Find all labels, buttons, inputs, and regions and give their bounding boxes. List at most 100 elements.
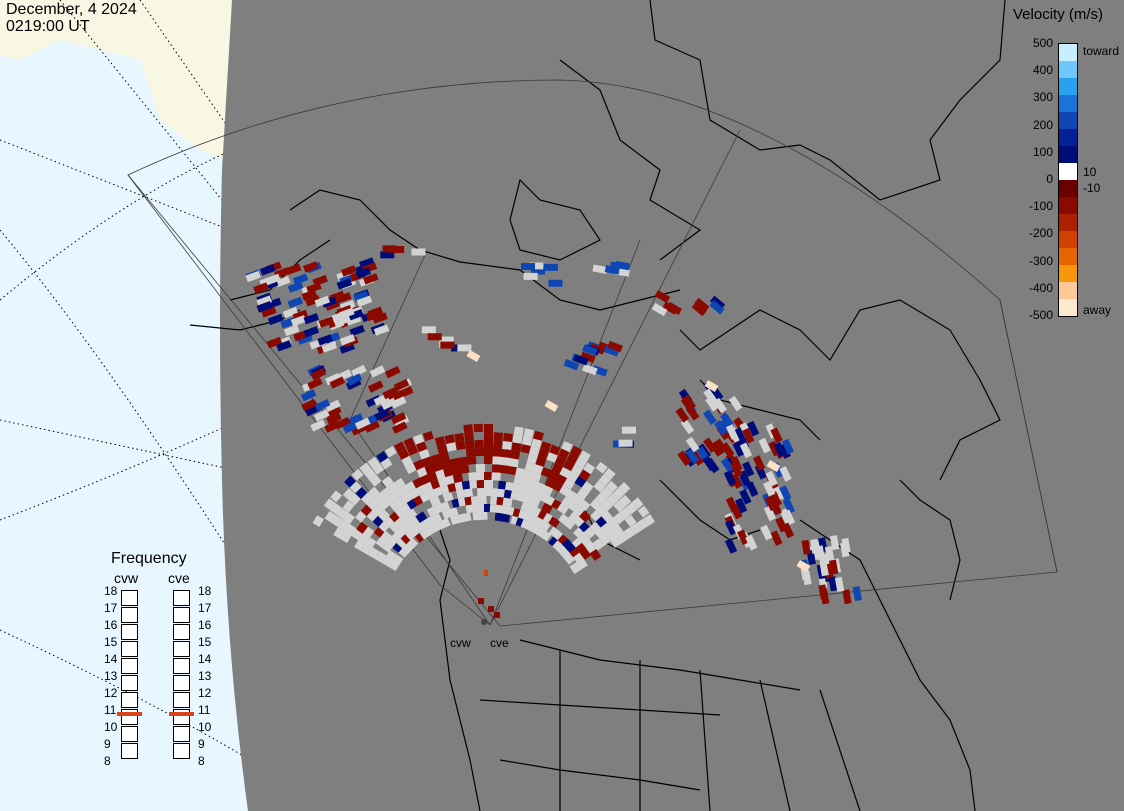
velocity-cell: [372, 462, 385, 475]
frequency-cell: [173, 743, 190, 759]
velocity-cell: [764, 495, 778, 512]
velocity-cell: [415, 511, 428, 524]
frequency-cell: [121, 726, 138, 742]
velocity-cell: [346, 373, 363, 386]
velocity-cell: [477, 495, 487, 505]
velocity-cell: [474, 439, 484, 449]
velocity-cell: [576, 487, 589, 500]
velocity-cell: [742, 427, 755, 444]
velocity-cell: [562, 459, 575, 472]
velocity-cell: [245, 270, 261, 283]
velocity-cell: [604, 265, 620, 275]
velocity-cell: [540, 467, 552, 478]
velocity-cell: [461, 512, 472, 523]
velocity-cell: [746, 481, 759, 497]
velocity-cell: [321, 341, 338, 353]
fov-outlines: [127, 79, 1058, 627]
velocity-cell: [567, 471, 579, 483]
velocity-cell: [781, 438, 795, 455]
frequency-scale-label: 9: [198, 737, 205, 751]
velocity-cell: [403, 437, 415, 449]
velocity-cell: [391, 421, 408, 434]
velocity-cell: [267, 313, 284, 326]
colorbar-tick-label: 100: [1032, 144, 1053, 159]
velocity-cell: [685, 436, 700, 453]
velocity-cell: [342, 421, 359, 434]
velocity-cell: [326, 412, 342, 425]
velocity-cell: [394, 441, 406, 453]
velocity-cell: [563, 358, 580, 371]
velocity-cell: [459, 464, 470, 474]
velocity-cell: [724, 538, 738, 554]
velocity-cell: [625, 502, 638, 515]
velocity-cell: [415, 441, 428, 453]
velocity-cell: [380, 457, 393, 470]
frequency-marker-cve: [169, 711, 194, 716]
velocity-cell: [582, 344, 598, 356]
velocity-cell: [421, 456, 433, 468]
velocity-cell: [493, 440, 503, 449]
frequency-scale-label: 9: [104, 737, 111, 751]
velocity-cell: [782, 498, 796, 514]
velocity-cell: [529, 446, 540, 457]
velocity-cell: [579, 510, 592, 523]
velocity-cell: [424, 463, 436, 475]
velocity-cell: [546, 452, 558, 463]
velocity-cell: [530, 471, 542, 483]
colorbar-tick-label: 500: [1032, 36, 1053, 50]
colorbar-segment: [1059, 299, 1077, 317]
velocity-cell: [571, 464, 583, 476]
velocity-cell: [307, 377, 323, 390]
colorbar-segment: [1059, 61, 1077, 79]
frequency-scale-label: 17: [198, 601, 212, 615]
velocity-cell: [511, 442, 522, 452]
velocity-cell: [766, 460, 781, 473]
velocity-cell: [580, 351, 596, 363]
velocity-cell: [367, 380, 384, 393]
velocity-cell: [478, 511, 488, 521]
velocity-cell: [363, 273, 379, 285]
velocity-cell: [476, 479, 486, 489]
velocity-cell: [548, 470, 560, 482]
velocity-cell: [840, 542, 850, 558]
velocity-cell: [355, 486, 368, 499]
velocity-cell: [770, 530, 783, 546]
colorbar-tick-label: 0: [1046, 172, 1053, 186]
velocity-cell: [340, 265, 357, 277]
velocity-cell: [763, 480, 776, 497]
velocity-cell: [344, 524, 357, 536]
velocity-cell: [451, 465, 462, 476]
velocity-cell: [303, 326, 320, 338]
velocity-cell: [535, 456, 547, 467]
velocity-cell: [563, 517, 576, 530]
velocity-cell: [842, 589, 852, 605]
velocity-cells: [245, 245, 862, 618]
velocity-cell: [613, 512, 625, 525]
velocity-cell: [618, 481, 631, 495]
frequency-cell: [121, 641, 138, 657]
velocity-cell: [353, 290, 369, 302]
frequency-cell: [173, 624, 190, 640]
velocity-cell: [454, 432, 465, 443]
velocity-cell: [374, 408, 390, 421]
velocity-cell: [563, 478, 575, 490]
velocity-cell: [397, 386, 414, 399]
frequency-scale-label: 11: [104, 703, 117, 717]
velocity-cell: [310, 367, 327, 381]
velocity-cell: [583, 526, 596, 540]
velocity-cell: [356, 295, 373, 307]
velocity-cell: [619, 494, 632, 507]
velocity-cell: [607, 493, 620, 506]
velocity-cell: [720, 457, 735, 473]
velocity-cell: [612, 487, 625, 500]
velocity-cell: [523, 272, 538, 280]
frequency-cell: [173, 692, 190, 708]
colorbar-segment: [1059, 44, 1077, 62]
velocity-cell: [728, 427, 741, 443]
frequency-scale-label: 8: [198, 754, 205, 768]
velocity-cell: [820, 589, 830, 605]
velocity-cell: [512, 434, 523, 444]
colorbar-segment: [1059, 282, 1077, 300]
colorbar-neg-threshold: -10: [1083, 181, 1101, 195]
